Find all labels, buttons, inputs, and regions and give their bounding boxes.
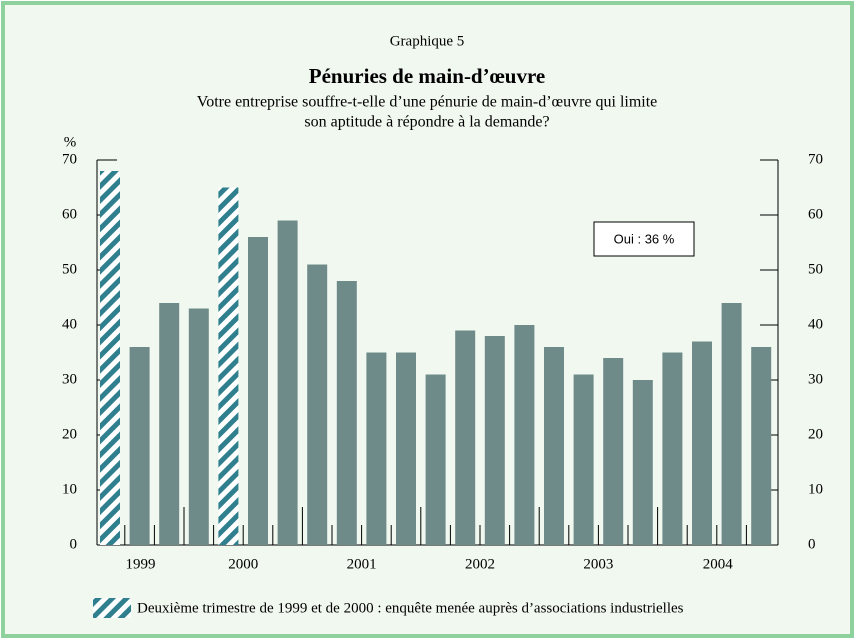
x-tick-label: 2002 [465,556,495,572]
bar [662,352,683,545]
x-tick-label: 2003 [583,556,613,572]
bar [425,374,446,545]
y2-tick-label: 50 [808,261,823,277]
bar [396,352,416,545]
chart-title: Pénuries de main-d’œuvre [309,64,545,88]
y2-tick-label: 10 [808,481,823,497]
legend-swatch [93,598,131,618]
header: Graphique 5 [390,33,465,49]
bar [632,380,653,545]
x-tick-label: 1999 [126,556,156,572]
y-tick-label: 0 [70,536,78,552]
bar [307,264,328,545]
bar [573,374,594,545]
bar [336,281,357,545]
bar [721,303,742,545]
bar [366,352,387,545]
y-tick-label: 50 [62,261,77,277]
annotation: Oui : 36 % [614,231,675,246]
bar [692,341,712,545]
bar [159,303,180,545]
y-unit: % [64,134,77,150]
bar [455,330,476,545]
y2-tick-label: 70 [808,151,823,167]
y2-tick-label: 60 [808,206,823,222]
y2-tick-label: 30 [808,371,823,387]
bar [484,336,505,545]
x-tick-label: 2001 [347,556,377,572]
y2-tick-label: 20 [808,426,823,442]
y2-tick-label: 0 [808,536,816,552]
bar [277,220,298,545]
bar [218,187,239,545]
bar [544,347,564,545]
legend-label: Deuxième trimestre de 1999 et de 2000 : … [137,600,684,616]
bar [129,347,150,545]
x-tick-label: 2004 [703,556,734,572]
y-tick-label: 30 [62,371,77,387]
bar [188,308,209,545]
annotation-box [593,221,695,257]
bar [603,358,624,545]
bar [100,171,120,545]
y-tick-label: 10 [62,481,77,497]
subtitle: Votre entreprise souffre-t-elle d’une pé… [197,94,658,111]
y-tick-label: 60 [62,206,77,222]
y2-tick-label: 40 [808,316,823,332]
bar [751,347,772,545]
y-tick-label: 20 [62,426,77,442]
bar [514,325,535,545]
y-tick-label: 70 [62,151,77,167]
subtitle: son aptitude à répondre à la demande? [304,114,549,131]
y-tick-label: 40 [62,316,77,332]
x-tick-label: 2000 [228,556,258,572]
bar [248,237,268,545]
